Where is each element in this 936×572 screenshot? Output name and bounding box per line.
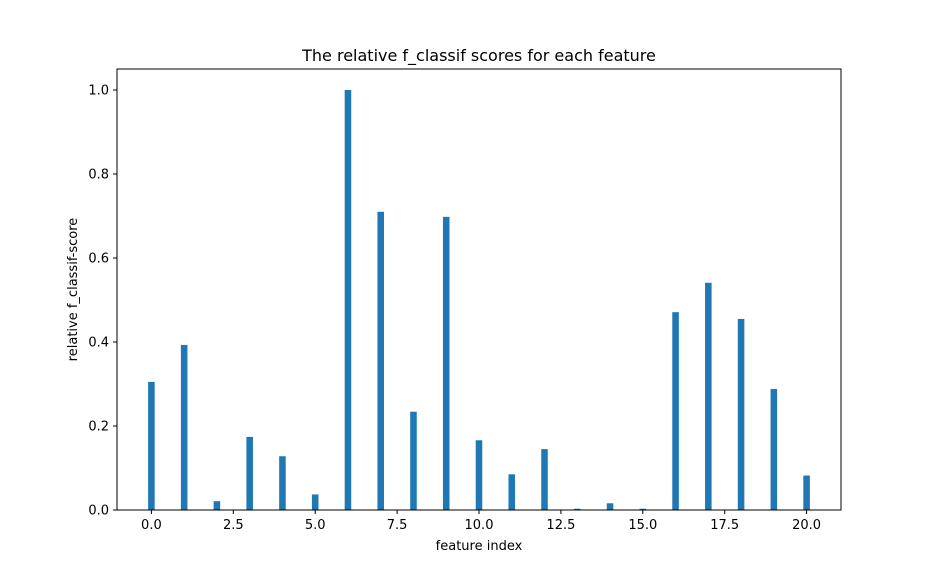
bar-feature-6 (344, 90, 352, 510)
bar-feature-7 (377, 211, 384, 511)
y-tick-label: 0.4 (88, 336, 109, 351)
y-tick-label: 0.2 (88, 420, 109, 435)
y-tick-label: 0.0 (88, 504, 109, 519)
bar-feature-15 (639, 508, 647, 510)
bar-feature-18 (737, 318, 745, 510)
x-tick-label: 15.0 (628, 518, 657, 533)
bar-feature-11 (508, 474, 516, 510)
bar-feature-1 (180, 344, 188, 510)
y-tick-label: 0.8 (88, 168, 109, 183)
bar-feature-19 (770, 389, 778, 510)
bar-feature-8 (410, 411, 417, 510)
x-tick-label: 12.5 (546, 518, 575, 533)
bar-feature-2 (213, 501, 221, 510)
x-tick-label: 20.0 (792, 518, 821, 533)
bar-feature-3 (246, 436, 253, 510)
bar-feature-13 (574, 508, 581, 510)
bar-feature-5 (311, 494, 319, 510)
y-tick-label: 1.0 (88, 84, 109, 99)
y-tick-label: 0.6 (88, 252, 109, 267)
chart-title: The relative f_classif scores for each f… (301, 46, 656, 66)
x-tick-label: 10.0 (465, 518, 494, 533)
x-tick-label: 5.0 (305, 518, 326, 533)
plot-frame (116, 68, 842, 511)
x-axis-label: feature index (436, 539, 523, 554)
bar-feature-4 (279, 456, 286, 510)
bar-feature-14 (606, 503, 614, 510)
bar-feature-9 (442, 216, 450, 510)
x-tick-label: 7.5 (387, 518, 408, 533)
ticks-group: 0.0 2.5 5.0 7.5 10.0 12.5 15.0 17.5 20.0 0.0 0.2 0.… (88, 84, 821, 534)
bar-feature-16 (672, 312, 679, 510)
bar-feature-10 (475, 440, 483, 510)
bar-feature-17 (705, 282, 712, 510)
x-tick-label: 2.5 (223, 518, 244, 533)
bar-feature-12 (541, 449, 548, 510)
x-tick-label: 17.5 (710, 518, 739, 533)
bar-feature-20 (803, 475, 810, 510)
y-axis-label: relative f_classif-score (66, 218, 81, 362)
bar-feature-0 (148, 381, 155, 510)
bars-group (148, 90, 810, 511)
x-tick-label: 0.0 (141, 518, 162, 533)
